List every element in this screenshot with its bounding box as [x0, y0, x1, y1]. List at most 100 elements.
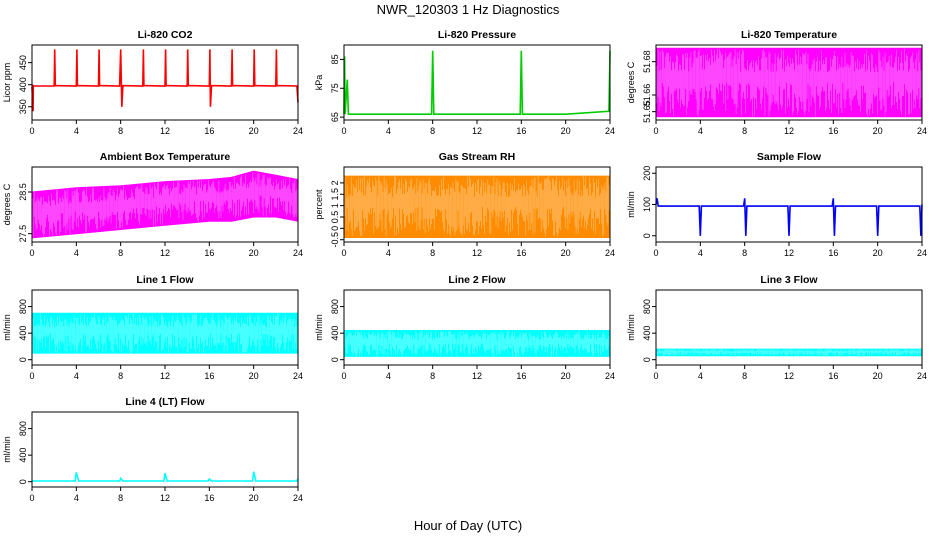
- x-tick-label-line2: 20: [561, 371, 571, 381]
- panel-title-co2: Li-820 CO2: [138, 29, 193, 41]
- y-tick-label-line3: 800: [642, 299, 652, 314]
- x-tick-label-rh: 8: [430, 248, 435, 258]
- panel-title-line1: Line 1 Flow: [136, 274, 194, 286]
- y-tick-label-rh: -0.5: [330, 232, 340, 248]
- x-tick-label-li820temp: 0: [653, 126, 658, 136]
- y-tick-label-co2: 450: [18, 55, 28, 70]
- y-tick-label-line1: 400: [18, 326, 28, 341]
- x-tick-label-rh: 24: [605, 248, 615, 258]
- series-line-sampleflow: [655, 198, 923, 236]
- x-tick-label-boxtemp: 4: [74, 248, 79, 258]
- y-tick-label-line4: 400: [18, 448, 28, 463]
- series-line-pressure: [343, 50, 611, 115]
- y-tick-label-li820temp: 51.68: [642, 50, 652, 73]
- x-tick-label-line3: 12: [784, 371, 794, 381]
- panel-line3: Line 3 Flow ml/min 0 4 8 12 16 20 24 0 400 800: [626, 274, 927, 381]
- y-tick-label-line3: 400: [642, 326, 652, 341]
- panel-title-rh: Gas Stream RH: [439, 151, 515, 163]
- y-tick-label-line2: 800: [330, 299, 340, 314]
- panel-line1: Line 1 Flow ml/min 0 4 8 12 16 20 24 0 400 800: [2, 274, 303, 381]
- x-tick-label-line3: 8: [742, 371, 747, 381]
- panel-pressure: Li-820 Pressure kPa 0 4 8 12 16 20 24 65 75 85: [314, 29, 615, 136]
- x-tick-label-rh: 4: [386, 248, 391, 258]
- x-tick-label-boxtemp: 20: [249, 248, 259, 258]
- y-tick-label-rh: 0: [330, 226, 340, 231]
- panel-title-sampleflow: Sample Flow: [757, 151, 822, 163]
- x-tick-label-sampleflow: 8: [742, 248, 747, 258]
- x-tick-label-co2: 24: [293, 126, 303, 136]
- panel-line4: Line 4 (LT) Flow ml/min 0 4 8 12 16 20 24 0 400 800: [2, 396, 303, 503]
- y-tick-label-line4: 0: [18, 479, 28, 484]
- x-tick-label-line1: 12: [160, 371, 170, 381]
- x-tick-label-boxtemp: 8: [118, 248, 123, 258]
- x-tick-label-line1: 20: [249, 371, 259, 381]
- x-tick-label-line2: 0: [341, 371, 346, 381]
- x-tick-label-pressure: 24: [605, 126, 615, 136]
- x-tick-label-line4: 8: [118, 493, 123, 503]
- x-tick-label-boxtemp: 12: [160, 248, 170, 258]
- x-tick-label-line1: 4: [74, 371, 79, 381]
- x-tick-label-pressure: 12: [472, 126, 482, 136]
- y-axis-label-line2: ml/min: [314, 314, 324, 341]
- x-tick-label-li820temp: 16: [828, 126, 838, 136]
- x-tick-label-li820temp: 20: [873, 126, 883, 136]
- x-tick-label-li820temp: 12: [784, 126, 794, 136]
- x-tick-label-pressure: 4: [386, 126, 391, 136]
- y-tick-label-line2: 0: [330, 357, 340, 362]
- x-tick-label-line4: 4: [74, 493, 79, 503]
- panel-line2: Line 2 Flow ml/min 0 4 8 12 16 20 24 0 400 800: [314, 274, 615, 381]
- series-line-line4: [32, 471, 299, 482]
- y-tick-label-rh: 0.5: [330, 211, 340, 224]
- y-tick-label-sampleflow: 200: [642, 166, 652, 181]
- x-tick-label-line2: 12: [472, 371, 482, 381]
- x-tick-label-pressure: 16: [516, 126, 526, 136]
- x-tick-label-co2: 16: [204, 126, 214, 136]
- y-tick-label-line3: 0: [642, 357, 652, 362]
- y-axis-label-boxtemp: degrees C: [2, 183, 12, 225]
- y-axis-label-line1: ml/min: [2, 314, 12, 341]
- x-tick-label-pressure: 0: [341, 126, 346, 136]
- x-tick-label-line4: 16: [204, 493, 214, 503]
- panel-li820temp: Li-820 Temperature degrees C 0 4 8 12 16 20 24 51…: [626, 29, 927, 136]
- y-tick-label-co2: 350: [18, 99, 28, 114]
- figure-x-axis-label: Hour of Day (UTC): [413, 518, 523, 533]
- y-axis-label-pressure: kPa: [314, 75, 324, 91]
- y-tick-label-sampleflow: 100: [642, 197, 652, 212]
- y-tick-label-rh: 1.5: [330, 188, 340, 201]
- x-tick-label-sampleflow: 0: [653, 248, 658, 258]
- x-tick-label-line1: 16: [204, 371, 214, 381]
- y-tick-label-line1: 0: [18, 357, 28, 362]
- panel-co2: Li-820 CO2 Licor ppm 0 4 8 12 16 20 24 350 400 450: [2, 29, 303, 136]
- x-tick-label-boxtemp: 24: [293, 248, 303, 258]
- x-tick-label-co2: 20: [249, 126, 259, 136]
- y-tick-label-line4: 800: [18, 421, 28, 436]
- x-tick-label-rh: 0: [341, 248, 346, 258]
- x-tick-label-sampleflow: 24: [917, 248, 927, 258]
- panel-title-li820temp: Li-820 Temperature: [741, 29, 837, 41]
- panel-title-boxtemp: Ambient Box Temperature: [100, 151, 231, 163]
- y-tick-label-boxtemp: 27.5: [18, 225, 28, 243]
- y-tick-label-line2: 400: [330, 326, 340, 341]
- y-tick-label-li820temp: 51.66: [642, 84, 652, 107]
- panel-title-line3: Line 3 Flow: [760, 274, 818, 286]
- x-tick-label-line2: 16: [516, 371, 526, 381]
- series-line-co2: [31, 49, 299, 112]
- x-tick-label-sampleflow: 12: [784, 248, 794, 258]
- x-tick-label-line1: 24: [293, 371, 303, 381]
- figure-title: NWR_120303 1 Hz Diagnostics: [376, 2, 560, 17]
- y-tick-label-pressure: 85: [330, 54, 340, 64]
- y-tick-label-rh: 2: [330, 180, 340, 185]
- x-tick-label-line2: 4: [386, 371, 391, 381]
- panel-title-pressure: Li-820 Pressure: [438, 29, 516, 41]
- x-tick-label-line2: 8: [430, 371, 435, 381]
- y-axis-label-rh: percent: [314, 189, 324, 220]
- x-tick-label-li820temp: 4: [698, 126, 703, 136]
- y-axis-label-co2: Licor ppm: [2, 63, 12, 103]
- x-tick-label-co2: 4: [74, 126, 79, 136]
- x-tick-label-boxtemp: 16: [204, 248, 214, 258]
- x-tick-label-line3: 24: [917, 371, 927, 381]
- x-tick-label-sampleflow: 20: [873, 248, 883, 258]
- x-tick-label-co2: 8: [118, 126, 123, 136]
